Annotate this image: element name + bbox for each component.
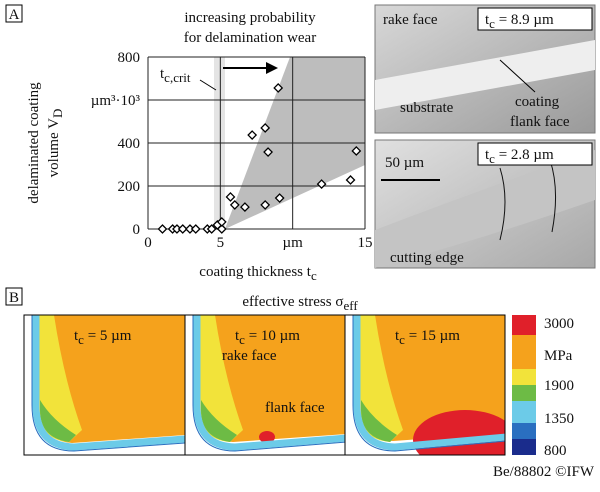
x-label: coating thickness tc	[199, 264, 317, 283]
figure: A increasing probability for delaminatio…	[0, 0, 600, 487]
color-step	[512, 335, 536, 369]
colorbar-label: MPa	[544, 348, 573, 364]
micrograph-label: flank face	[510, 114, 570, 130]
colorbar-label: 1350	[544, 411, 574, 427]
annotation: increasing probability	[184, 10, 316, 26]
data-point	[347, 176, 355, 184]
colorbar-label: 3000	[544, 316, 574, 332]
credit: Be/88802 ©IFW	[493, 464, 595, 480]
colorbar	[512, 315, 536, 455]
y-label: delaminated coating volume VD	[26, 82, 65, 204]
y-tick-label: 200	[118, 179, 141, 195]
color-step	[512, 315, 536, 335]
micrograph-label: cutting edge	[390, 250, 464, 266]
t-value: = 2.8 µm	[495, 147, 554, 163]
x-tick-label: 0	[144, 235, 152, 251]
scale-bar-label: 50 µm	[385, 155, 424, 171]
simulations: tc = 5 µmtc = 10 µmtc = 15 µm	[24, 315, 517, 470]
micrograph-label: coating	[515, 94, 560, 110]
t-crit-label: tc,crit	[160, 66, 191, 85]
color-step	[512, 439, 536, 455]
t-crit-sub: c,crit	[164, 70, 191, 85]
color-step	[512, 369, 536, 385]
t-value: = 10 µm	[245, 328, 300, 344]
y-tick-label: 400	[118, 136, 141, 152]
title-text: effective stress σ	[242, 294, 343, 310]
x-label-text: coating thickness t	[199, 264, 311, 280]
arrow-head	[266, 62, 278, 74]
y-tick-label: µm³·10³	[91, 93, 141, 109]
data-point	[226, 193, 234, 201]
panel-title: effective stress σeff	[242, 294, 358, 313]
color-step	[512, 423, 536, 439]
colorbar-label: 800	[544, 443, 567, 459]
micrograph-label: rake face	[383, 12, 438, 28]
page: body { margin: 0; width: 600px; height: …	[0, 0, 600, 487]
y-label-sub: D	[50, 109, 65, 118]
color-step	[512, 401, 536, 423]
x-label-sub: c	[311, 268, 317, 283]
y-label-line: delaminated coating	[26, 82, 42, 204]
t-value: = 8.9 µm	[495, 12, 554, 28]
y-tick-label: 800	[118, 50, 141, 66]
y-tick-label: 0	[133, 222, 141, 238]
color-step	[512, 385, 536, 401]
y-label-text: volume V	[46, 118, 62, 177]
x-tick-label: µm	[283, 235, 304, 251]
t-value: = 5 µm	[84, 328, 132, 344]
leader	[200, 80, 216, 90]
x-tick-label: 15	[358, 235, 373, 251]
panel-label: A	[9, 7, 20, 23]
sim-label: rake face	[222, 348, 277, 364]
y-label-line: volume VD	[46, 109, 65, 178]
x-tick-label: 5	[217, 235, 225, 251]
data-point	[248, 131, 256, 139]
panel-label: B	[9, 290, 19, 306]
colorbar-label: 1900	[544, 378, 574, 394]
data-point	[158, 225, 166, 233]
body: { "panel_a_label": "A", "chart_data": { …	[0, 0, 600, 487]
annotation: for delamination wear	[184, 30, 316, 46]
data-point	[192, 225, 200, 233]
sim-label: flank face	[265, 400, 325, 416]
micrograph-label: substrate	[400, 100, 454, 116]
t-value: = 15 µm	[405, 328, 460, 344]
title-sub: eff	[343, 298, 358, 313]
